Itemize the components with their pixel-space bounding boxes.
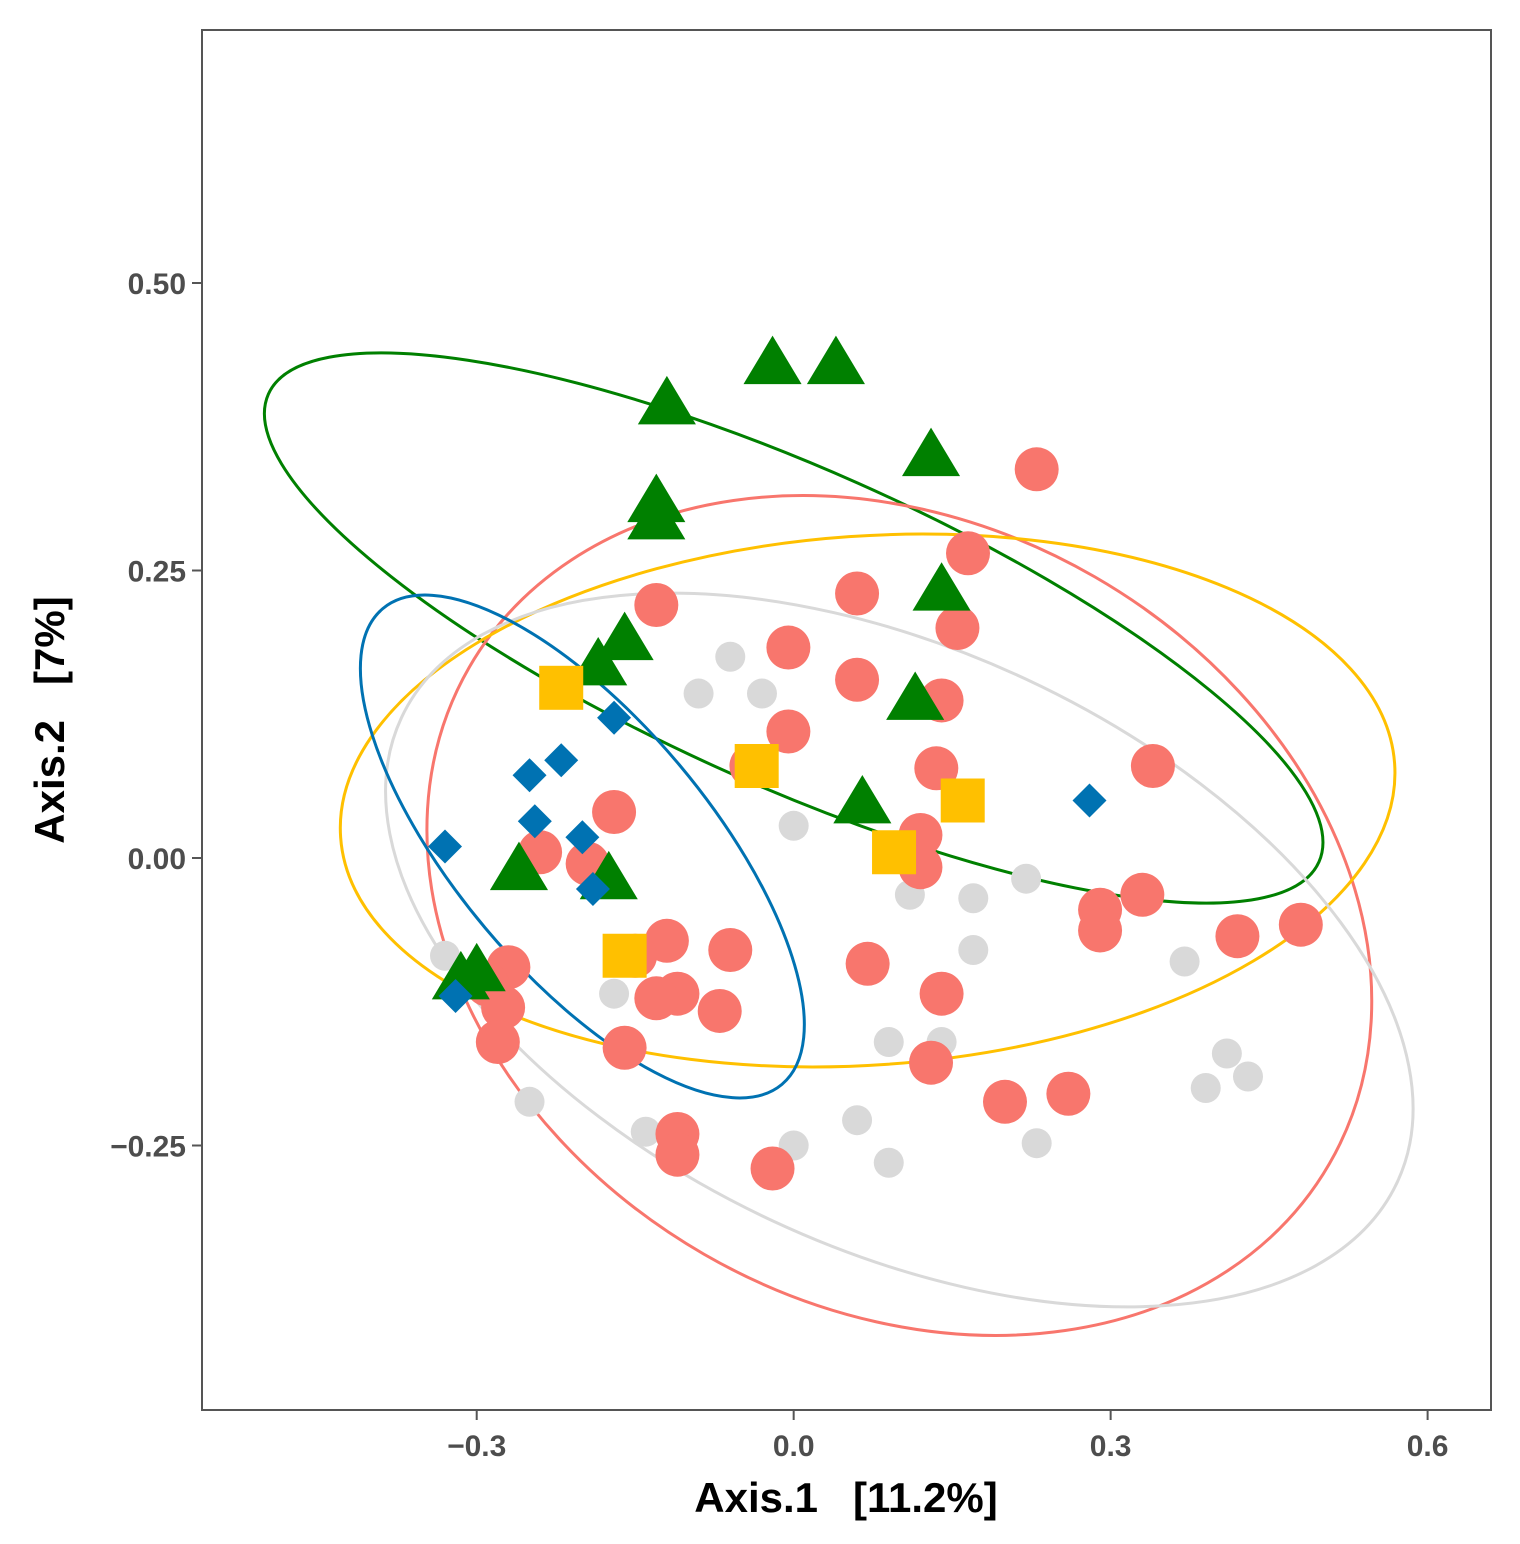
point-blue-2 — [544, 743, 579, 778]
point-yellow-2 — [734, 744, 779, 788]
ellipse-green — [262, 351, 1325, 905]
point-salmon-35 — [602, 1025, 647, 1070]
point-grey-20 — [1190, 1073, 1221, 1103]
point-green-6 — [627, 490, 686, 540]
point-grey-13 — [873, 1027, 904, 1057]
point-salmon-31 — [919, 971, 964, 1016]
point-grey-8 — [778, 810, 809, 841]
point-salmon-22 — [1278, 902, 1323, 947]
y-tick-label: 0.00 — [128, 843, 186, 876]
point-salmon-33 — [697, 988, 742, 1033]
point-salmon-3 — [835, 571, 880, 616]
point-blue-1 — [597, 700, 632, 735]
point-salmon-40 — [655, 1132, 700, 1177]
point-grey-12 — [958, 935, 989, 965]
point-green-10 — [886, 671, 945, 720]
point-grey-2 — [683, 678, 714, 709]
point-yellow-1 — [539, 665, 584, 710]
confidence-ellipses — [262, 351, 1415, 1337]
data-points — [428, 335, 1323, 1191]
point-grey-4 — [430, 940, 461, 971]
point-grey-7 — [630, 1116, 661, 1147]
point-yellow-5 — [602, 933, 647, 978]
point-salmon-4 — [935, 606, 980, 650]
point-grey-15 — [842, 1105, 873, 1136]
point-green-4 — [901, 427, 961, 477]
point-green-15 — [431, 950, 490, 1000]
point-blue-5 — [565, 820, 600, 855]
point-salmon-24 — [708, 928, 753, 972]
x-tick-label: −0.3 — [447, 1430, 506, 1463]
point-salmon-34 — [475, 1020, 520, 1064]
point-salmon-41 — [750, 1146, 795, 1191]
point-grey-1 — [715, 641, 746, 672]
point-salmon-20 — [1078, 908, 1123, 953]
point-grey-18 — [1021, 1128, 1052, 1159]
point-salmon-9 — [766, 709, 811, 754]
point-grey-22 — [1232, 1061, 1263, 1092]
ellipse-grey — [384, 591, 1415, 1309]
y-axis: 0.50 0.25 0.00 −0.25 — [110, 268, 202, 1164]
point-yellow-3 — [940, 778, 985, 823]
ellipse-yellow — [338, 532, 1397, 1069]
point-grey-11 — [1011, 863, 1042, 894]
point-green-3 — [637, 375, 696, 425]
point-salmon-12 — [1130, 744, 1175, 788]
point-blue-3 — [512, 758, 547, 793]
point-green-9 — [569, 636, 628, 686]
point-grey-10 — [958, 883, 989, 914]
point-salmon-32 — [481, 985, 526, 1030]
point-salmon-36 — [909, 1040, 954, 1085]
ellipse-blue — [358, 593, 806, 1100]
point-grey-21 — [1211, 1038, 1242, 1069]
point-green-2 — [806, 335, 865, 385]
point-yellow-4 — [872, 830, 917, 875]
point-salmon-5 — [634, 583, 679, 627]
point-salmon-30 — [634, 976, 679, 1021]
point-green-7 — [912, 562, 971, 611]
plot-background — [202, 30, 1491, 1410]
point-blue-6 — [428, 829, 463, 864]
point-salmon-2 — [946, 531, 991, 576]
y-tick-label: −0.25 — [110, 1131, 186, 1164]
point-grey-19 — [1169, 946, 1200, 977]
point-grey-17 — [873, 1147, 904, 1178]
point-blue-8 — [1072, 783, 1107, 818]
point-salmon-37 — [982, 1079, 1027, 1124]
point-salmon-18 — [1120, 872, 1165, 917]
point-grey-5 — [599, 978, 630, 1009]
y-tick-label: 0.50 — [128, 268, 186, 301]
point-green-1 — [743, 335, 802, 385]
ellipse-salmon — [425, 494, 1374, 1337]
x-axis-title: Axis.1 [11.2%] — [694, 1474, 998, 1521]
x-tick-label: 0.0 — [773, 1430, 815, 1463]
point-blue-7 — [575, 872, 610, 907]
point-salmon-38 — [1046, 1071, 1091, 1116]
point-salmon-21 — [1215, 914, 1260, 959]
x-tick-label: 0.6 — [1407, 1430, 1449, 1463]
point-salmon-26 — [845, 941, 890, 986]
point-salmon-6 — [766, 625, 811, 670]
point-green-12 — [489, 841, 549, 891]
point-grey-3 — [746, 678, 777, 709]
plot-panel-border — [201, 29, 1492, 1411]
point-blue-4 — [517, 804, 552, 839]
point-green-8 — [595, 611, 654, 661]
x-axis: −0.3 0.0 0.3 0.6 — [447, 1410, 1448, 1463]
x-tick-label: 0.3 — [1090, 1430, 1132, 1463]
y-axis-title: Axis.2 [7%] — [26, 596, 73, 843]
point-salmon-7 — [835, 657, 880, 702]
point-grey-6 — [514, 1086, 545, 1117]
point-salmon-13 — [592, 790, 637, 834]
point-blue-9 — [438, 979, 473, 1013]
point-green-11 — [833, 774, 892, 824]
point-salmon-1 — [1014, 447, 1059, 492]
y-tick-label: 0.25 — [128, 556, 186, 589]
